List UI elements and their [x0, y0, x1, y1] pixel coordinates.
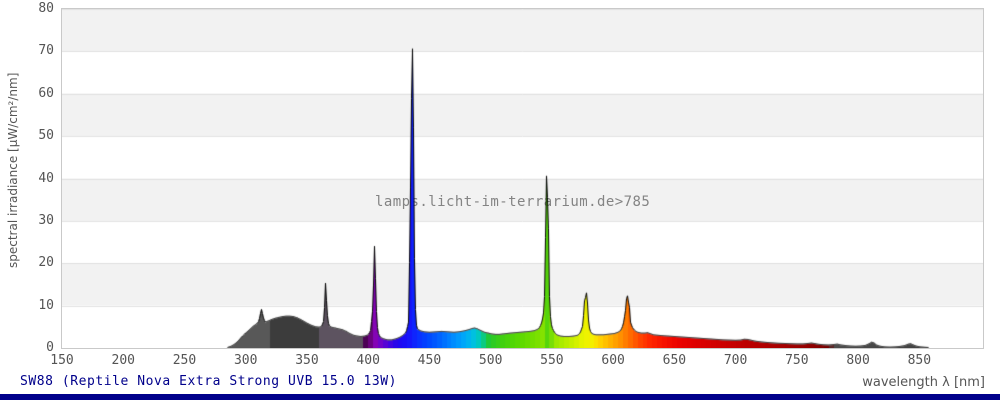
- bottom-accent-bar: [0, 394, 1000, 400]
- x-tick-label: 850: [907, 353, 932, 368]
- x-tick-label: 550: [540, 353, 564, 368]
- spectrum-canvas: [62, 9, 983, 348]
- x-tick-label: 650: [662, 353, 687, 368]
- x-tick-label: 800: [846, 353, 870, 368]
- x-tick-label: 700: [723, 353, 748, 368]
- y-tick-label: 30: [38, 212, 54, 228]
- y-tick-label: 0: [46, 340, 54, 355]
- x-tick-label: 350: [295, 353, 319, 368]
- y-tick-label: 70: [38, 43, 54, 59]
- x-tick-label: 300: [233, 353, 258, 368]
- x-tick-label: 150: [50, 353, 74, 368]
- x-axis-label: wavelength λ [nm]: [862, 375, 985, 390]
- x-tick-label: 500: [478, 353, 503, 368]
- y-tick-label: 60: [38, 85, 54, 101]
- x-tick-label: 600: [601, 353, 625, 368]
- y-tick-label: 10: [38, 297, 54, 313]
- y-tick-label: 20: [38, 255, 54, 271]
- chart-title: SW88 (Reptile Nova Extra Strong UVB 15.0…: [20, 374, 397, 389]
- x-tick-label: 750: [785, 353, 809, 368]
- y-tick-label: 40: [38, 170, 54, 186]
- x-tick-label: 200: [111, 353, 135, 368]
- x-tick-label: 450: [417, 353, 442, 368]
- x-tick-label: 400: [356, 353, 380, 368]
- y-tick-label: 80: [38, 1, 54, 16]
- x-tick-label: 250: [172, 353, 197, 368]
- y-tick-label: 50: [38, 128, 54, 144]
